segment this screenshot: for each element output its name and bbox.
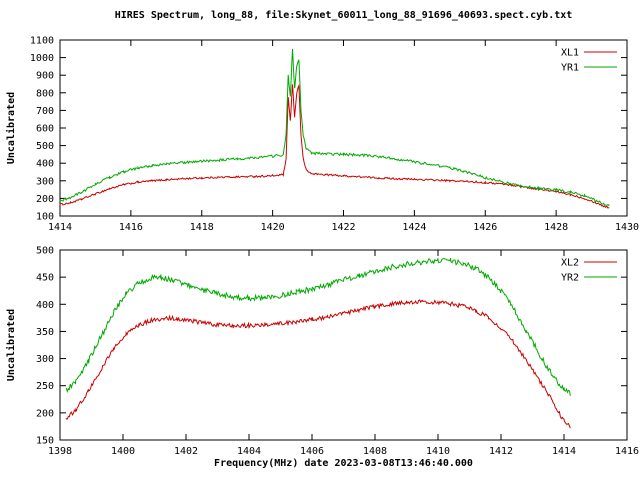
x-tick-label: 1416 — [119, 222, 143, 233]
x-tick-label: 1414 — [48, 222, 72, 233]
x-tick-label: 1420 — [261, 222, 285, 233]
y-tick-label: 450 — [36, 273, 54, 284]
bottom-spectrum-chart: 1398 1400 1402 1404 1406 1408 1410 1412 1414 1416… — [5, 246, 639, 457]
legend-label: XL1 — [561, 48, 579, 59]
y-tick-label: 300 — [36, 354, 54, 365]
x-tick-label: 1414 — [552, 446, 576, 456]
y-tick-label: 1000 — [30, 53, 54, 64]
y-tick-label: 600 — [36, 124, 54, 135]
y-axis-label: Uncalibrated — [5, 92, 17, 164]
x-tick-label: 1428 — [544, 222, 568, 233]
x-tick-label: 1412 — [489, 446, 513, 456]
y-tick-label: 900 — [36, 71, 54, 82]
y-tick-label: 500 — [36, 246, 54, 257]
y-tick-label: 1100 — [30, 36, 54, 47]
x-tick-label: 1416 — [615, 446, 639, 456]
y-tick-label: 350 — [36, 327, 54, 338]
y-tick-label: 100 — [36, 212, 54, 223]
top-spectrum-chart: 1414 1416 1418 1420 1422 1424 1426 1428 1430 100 2… — [5, 36, 639, 234]
x-tick-label: 1402 — [174, 446, 198, 456]
x-tick-label: 1404 — [237, 446, 261, 456]
x-axis-label: Frequency(MHz) date 2023-03-08T13:46:40.… — [214, 458, 473, 469]
y-tick-label: 250 — [36, 381, 54, 392]
x-tick-label: 1430 — [615, 222, 639, 233]
series-XL2-line — [65, 299, 571, 429]
y-tick-label: 800 — [36, 88, 54, 99]
y-axis-label: Uncalibrated — [5, 309, 17, 381]
x-tick-label: 1426 — [473, 222, 497, 233]
y-tick-label: 400 — [36, 300, 54, 311]
plot-border — [59, 249, 628, 441]
y-tick-label: 200 — [36, 408, 54, 419]
series-YR1-line — [59, 48, 610, 207]
x-tick-label: 1424 — [402, 222, 426, 233]
y-tick-label: 500 — [36, 141, 54, 152]
y-tick-label: 700 — [36, 106, 54, 117]
y-tick-label: 200 — [36, 194, 54, 205]
y-tick-label: 300 — [36, 176, 54, 187]
page-title: HIRES Spectrum, long_88, file:Skynet_600… — [114, 10, 573, 21]
legend-label: YR1 — [561, 63, 579, 74]
y-tick-label: 400 — [36, 159, 54, 170]
legend-label: YR2 — [561, 273, 579, 284]
x-tick-label: 1410 — [426, 446, 450, 456]
y-tick-label: 150 — [36, 436, 54, 447]
x-tick-label: 1418 — [190, 222, 214, 233]
x-tick-label: 1398 — [48, 446, 72, 456]
series-XL1-line — [59, 84, 610, 209]
x-tick-label: 1400 — [111, 446, 135, 456]
series-YR2-line — [65, 257, 571, 396]
x-tick-label: 1408 — [363, 446, 387, 456]
x-tick-label: 1406 — [300, 446, 324, 456]
legend-label: XL2 — [561, 258, 579, 269]
x-tick-label: 1422 — [331, 222, 355, 233]
